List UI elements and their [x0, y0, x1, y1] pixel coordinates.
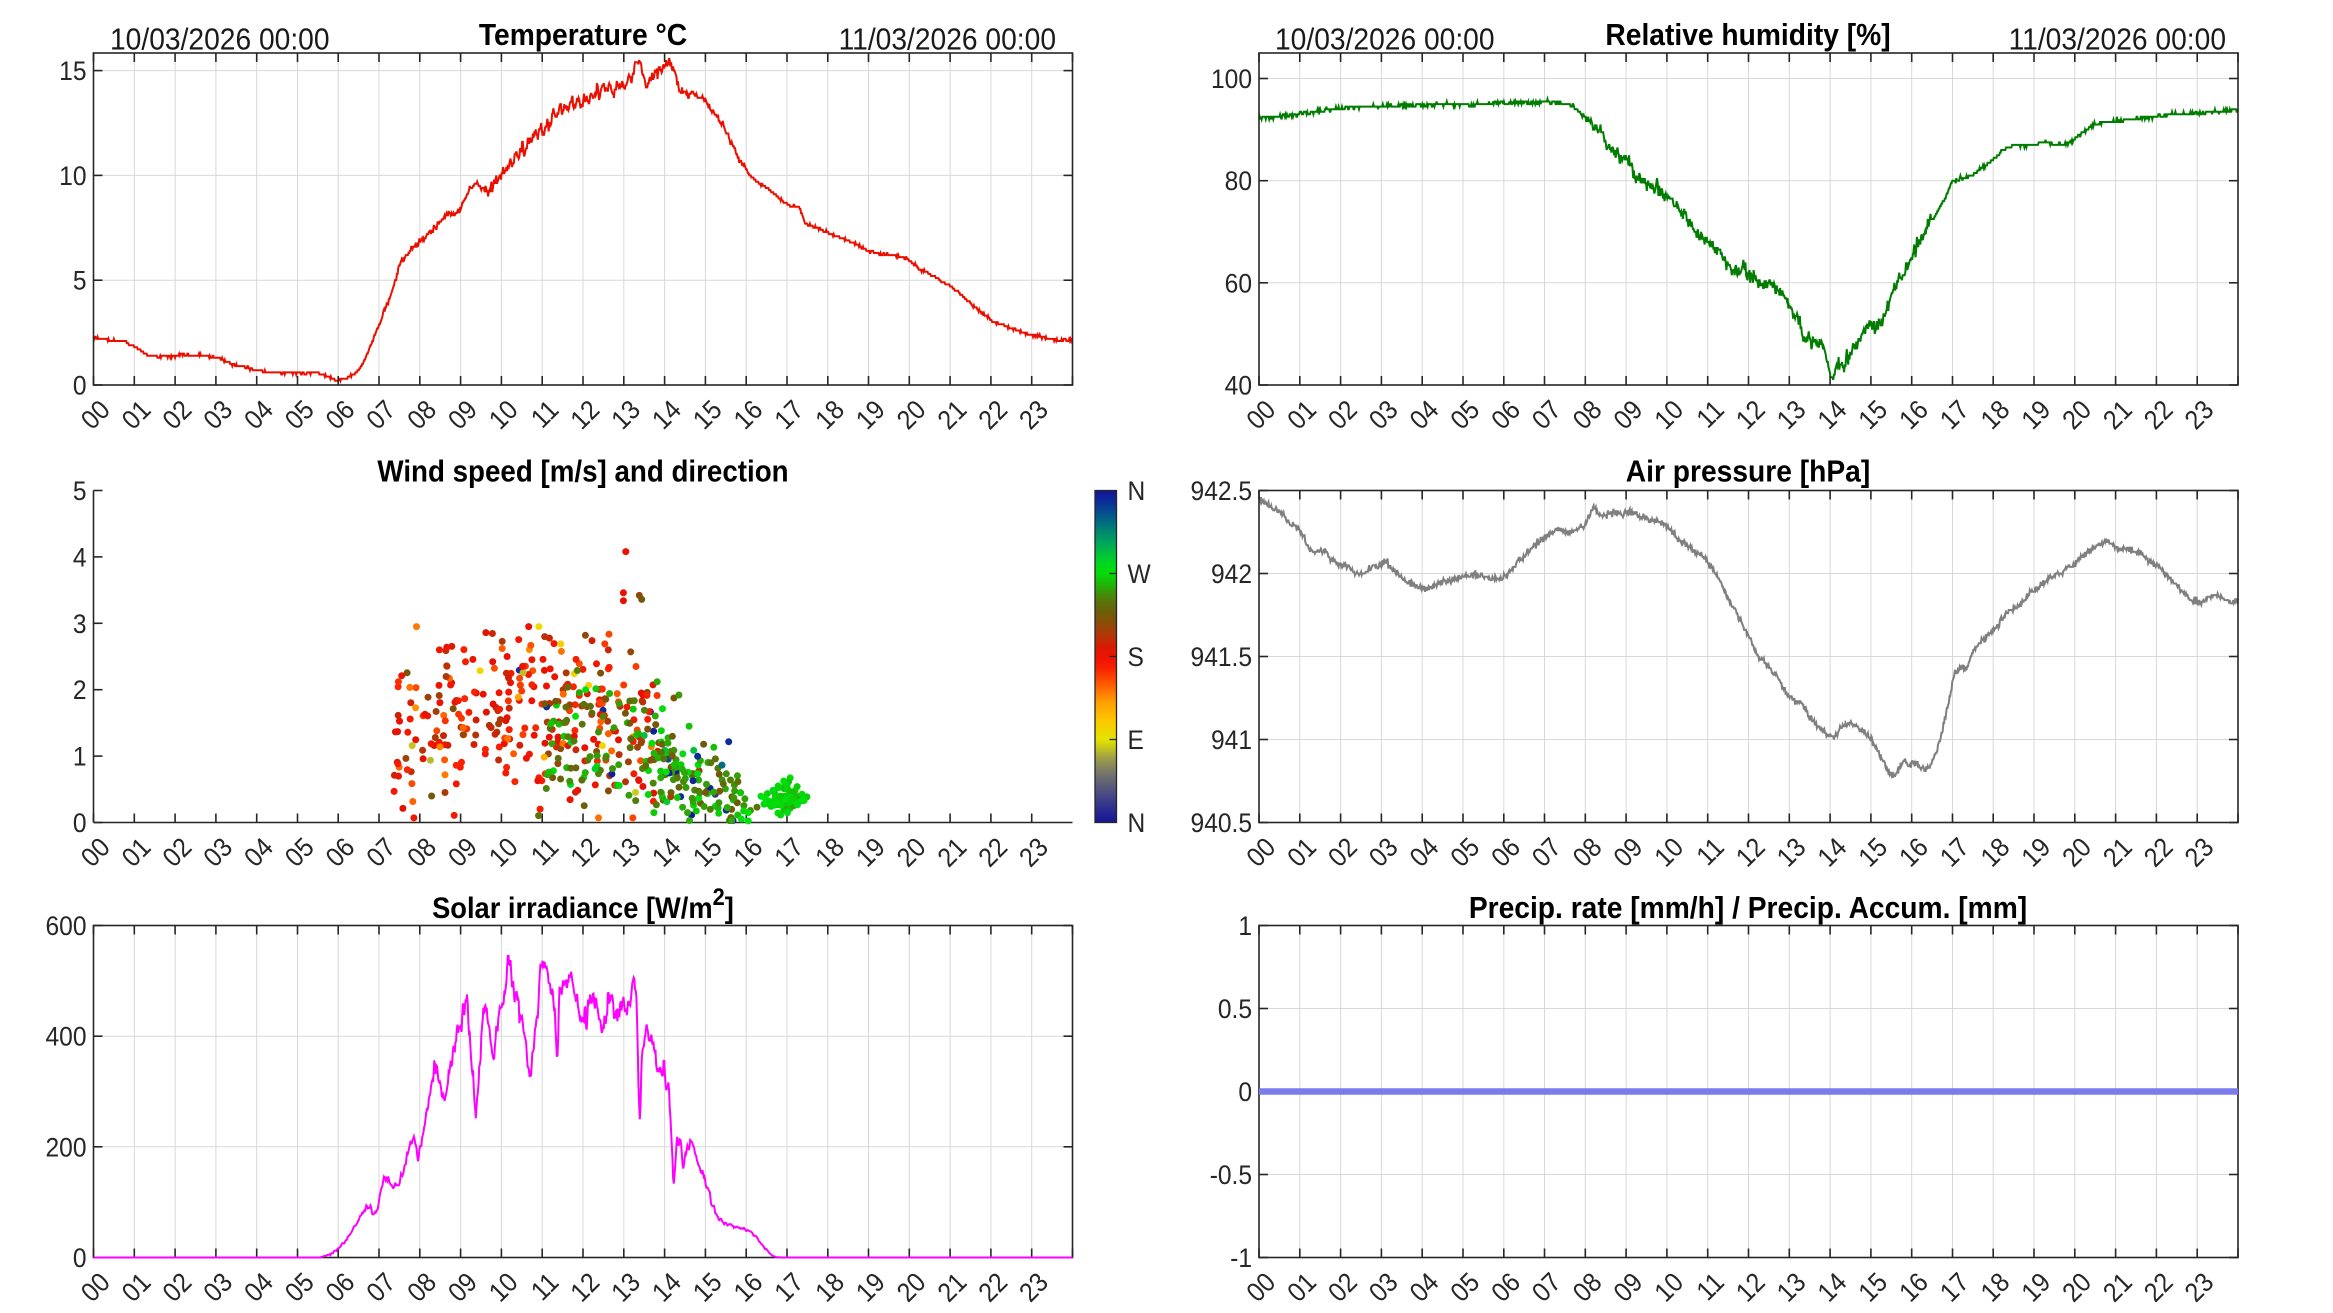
- svg-text:5: 5: [73, 267, 87, 296]
- svg-text:Relative humidity [%]: Relative humidity [%]: [1605, 18, 1890, 53]
- svg-text:10/03/2026 00:00: 10/03/2026 00:00: [1275, 22, 1495, 57]
- svg-text:40: 40: [1225, 371, 1252, 400]
- svg-text:S: S: [1128, 643, 1144, 672]
- svg-text:942.5: 942.5: [1191, 477, 1252, 506]
- svg-text:0: 0: [73, 1244, 87, 1273]
- svg-text:1: 1: [73, 743, 87, 772]
- svg-text:5: 5: [73, 477, 87, 506]
- svg-text:11/03/2026 00:00: 11/03/2026 00:00: [2009, 22, 2226, 57]
- svg-text:80: 80: [1225, 167, 1252, 196]
- svg-text:941: 941: [1211, 726, 1252, 755]
- svg-text:1: 1: [1238, 912, 1252, 941]
- svg-text:15: 15: [59, 57, 86, 86]
- svg-text:100: 100: [1211, 65, 1252, 94]
- svg-text:4: 4: [73, 543, 87, 572]
- svg-text:940.5: 940.5: [1191, 809, 1252, 838]
- svg-text:-1: -1: [1230, 1244, 1252, 1273]
- svg-text:0: 0: [1238, 1078, 1252, 1107]
- svg-text:E: E: [1128, 726, 1144, 755]
- svg-text:200: 200: [46, 1133, 87, 1162]
- svg-text:60: 60: [1225, 269, 1252, 298]
- svg-text:2: 2: [73, 676, 87, 705]
- svg-text:N: N: [1128, 477, 1146, 506]
- svg-text:Wind speed [m/s] and direction: Wind speed [m/s] and direction: [377, 455, 788, 488]
- svg-text:3: 3: [73, 610, 87, 639]
- svg-text:W: W: [1128, 560, 1152, 589]
- svg-text:Air pressure [hPa]: Air pressure [hPa]: [1626, 454, 1870, 489]
- svg-text:0: 0: [73, 371, 87, 400]
- svg-text:-0.5: -0.5: [1210, 1161, 1252, 1190]
- svg-text:Precip. rate [mm/h] / Precip.: Precip. rate [mm/h] / Precip. Accum. [mm…: [1469, 891, 2027, 926]
- svg-text:942: 942: [1211, 560, 1252, 589]
- svg-text:10: 10: [59, 162, 86, 191]
- svg-text:0: 0: [73, 809, 87, 838]
- svg-text:Temperature °C: Temperature °C: [479, 18, 687, 53]
- svg-text:N: N: [1128, 809, 1146, 838]
- svg-text:11/03/2026 00:00: 11/03/2026 00:00: [839, 22, 1056, 57]
- svg-text:10/03/2026 00:00: 10/03/2026 00:00: [110, 22, 330, 57]
- svg-text:600: 600: [46, 912, 87, 941]
- svg-text:0.5: 0.5: [1218, 995, 1252, 1024]
- svg-text:400: 400: [46, 1023, 87, 1052]
- svg-text:941.5: 941.5: [1191, 643, 1252, 672]
